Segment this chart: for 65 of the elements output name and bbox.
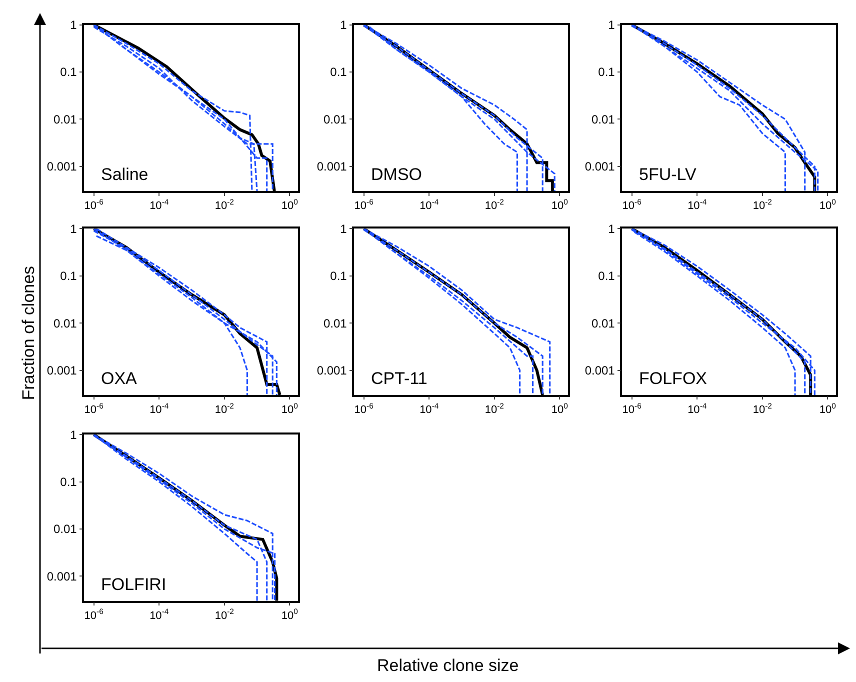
x-tick-label: 10$^{-2}$	[484, 401, 504, 416]
y-tick-label: 0.001	[316, 160, 348, 174]
x-axis-title: Relative clone size	[377, 656, 519, 675]
x-tick-label: 10$^{-2}$	[484, 197, 504, 212]
x-tick-label: 10$^{-6}$	[84, 401, 104, 416]
x-tick-label: 10$^{-6}$	[354, 401, 374, 416]
text: 5FU-LV	[639, 165, 697, 184]
y-tick-label: 0.1	[598, 269, 616, 284]
y-tick-label: 0.001	[46, 160, 78, 174]
x-tick-label: 10$^{-2}$	[214, 607, 234, 622]
y-tick-label: 0.01	[53, 316, 78, 330]
y-tick-label: 1	[70, 428, 78, 442]
x-tick-label: 10$^{-4}$	[420, 197, 440, 212]
y-tick-label: 0.001	[46, 364, 78, 378]
y-tick-label: 1	[70, 18, 78, 32]
x-tick-label: 10$^{-6}$	[354, 197, 374, 212]
y-tick-label: 0.1	[330, 269, 348, 284]
text: OXA	[101, 369, 138, 388]
x-tick-label: 10$^{-2}$	[214, 197, 234, 212]
x-tick-label: 10$^{-2}$	[214, 401, 234, 416]
y-tick-label: 1	[608, 18, 616, 32]
x-tick-label: 10$^{-6}$	[622, 401, 642, 416]
x-tick-label: 10$^{-6}$	[84, 197, 104, 212]
x-tick-label: 10$^{-6}$	[622, 197, 642, 212]
y-tick-label: 0.01	[323, 316, 348, 330]
y-tick-label: 1	[70, 222, 78, 236]
y-tick-label: 0.1	[60, 65, 78, 80]
y-axis-title: Fraction of clones	[18, 266, 38, 400]
y-tick-label: 0.001	[316, 364, 348, 378]
text: FOLFOX	[639, 369, 708, 388]
y-tick-label: 0.01	[591, 316, 616, 330]
text: DMSO	[371, 165, 422, 184]
y-tick-label: 0.01	[323, 112, 348, 126]
y-tick-label: 0.01	[53, 522, 78, 536]
y-tick-label: 0.1	[60, 474, 78, 489]
y-tick-label: 0.001	[46, 569, 78, 584]
x-tick-label: 10$^{-4}$	[150, 401, 170, 416]
x-tick-label: 10$^{0}$	[551, 197, 568, 212]
y-tick-label: 0.001	[584, 364, 616, 378]
x-tick-label: 10$^{-4}$	[150, 197, 170, 212]
x-tick-label: 10$^{0}$	[819, 197, 836, 212]
text: Saline	[101, 165, 148, 184]
x-tick-label: 10$^{0}$	[281, 197, 298, 212]
y-tick-label: 0.1	[60, 269, 78, 284]
x-tick-label: 10$^{-4}$	[688, 197, 708, 212]
x-tick-label: 10$^{-2}$	[752, 197, 772, 212]
y-tick-label: 0.01	[53, 112, 78, 126]
y-tick-label: 0.001	[584, 160, 616, 174]
y-tick-label: 0.1	[330, 65, 348, 80]
x-tick-label: 10$^{0}$	[551, 401, 568, 416]
text: FOLFIRI	[101, 575, 166, 594]
y-tick-label: 1	[340, 18, 348, 32]
x-tick-label: 10$^{-6}$	[84, 607, 104, 622]
y-tick-label: 1	[608, 222, 616, 236]
x-tick-label: 10$^{-4}$	[420, 401, 440, 416]
y-tick-label: 1	[340, 222, 348, 236]
x-tick-label: 10$^{-4}$	[688, 401, 708, 416]
x-tick-label: 10$^{-2}$	[752, 401, 772, 416]
x-tick-label: 10$^{0}$	[819, 401, 836, 416]
text: CPT-11	[371, 369, 428, 388]
x-tick-label: 10$^{0}$	[281, 401, 298, 416]
x-tick-label: 10$^{-4}$	[150, 607, 170, 622]
x-tick-label: 10$^{0}$	[281, 607, 298, 622]
y-tick-label: 0.1	[598, 65, 616, 80]
y-tick-label: 0.01	[591, 112, 616, 126]
